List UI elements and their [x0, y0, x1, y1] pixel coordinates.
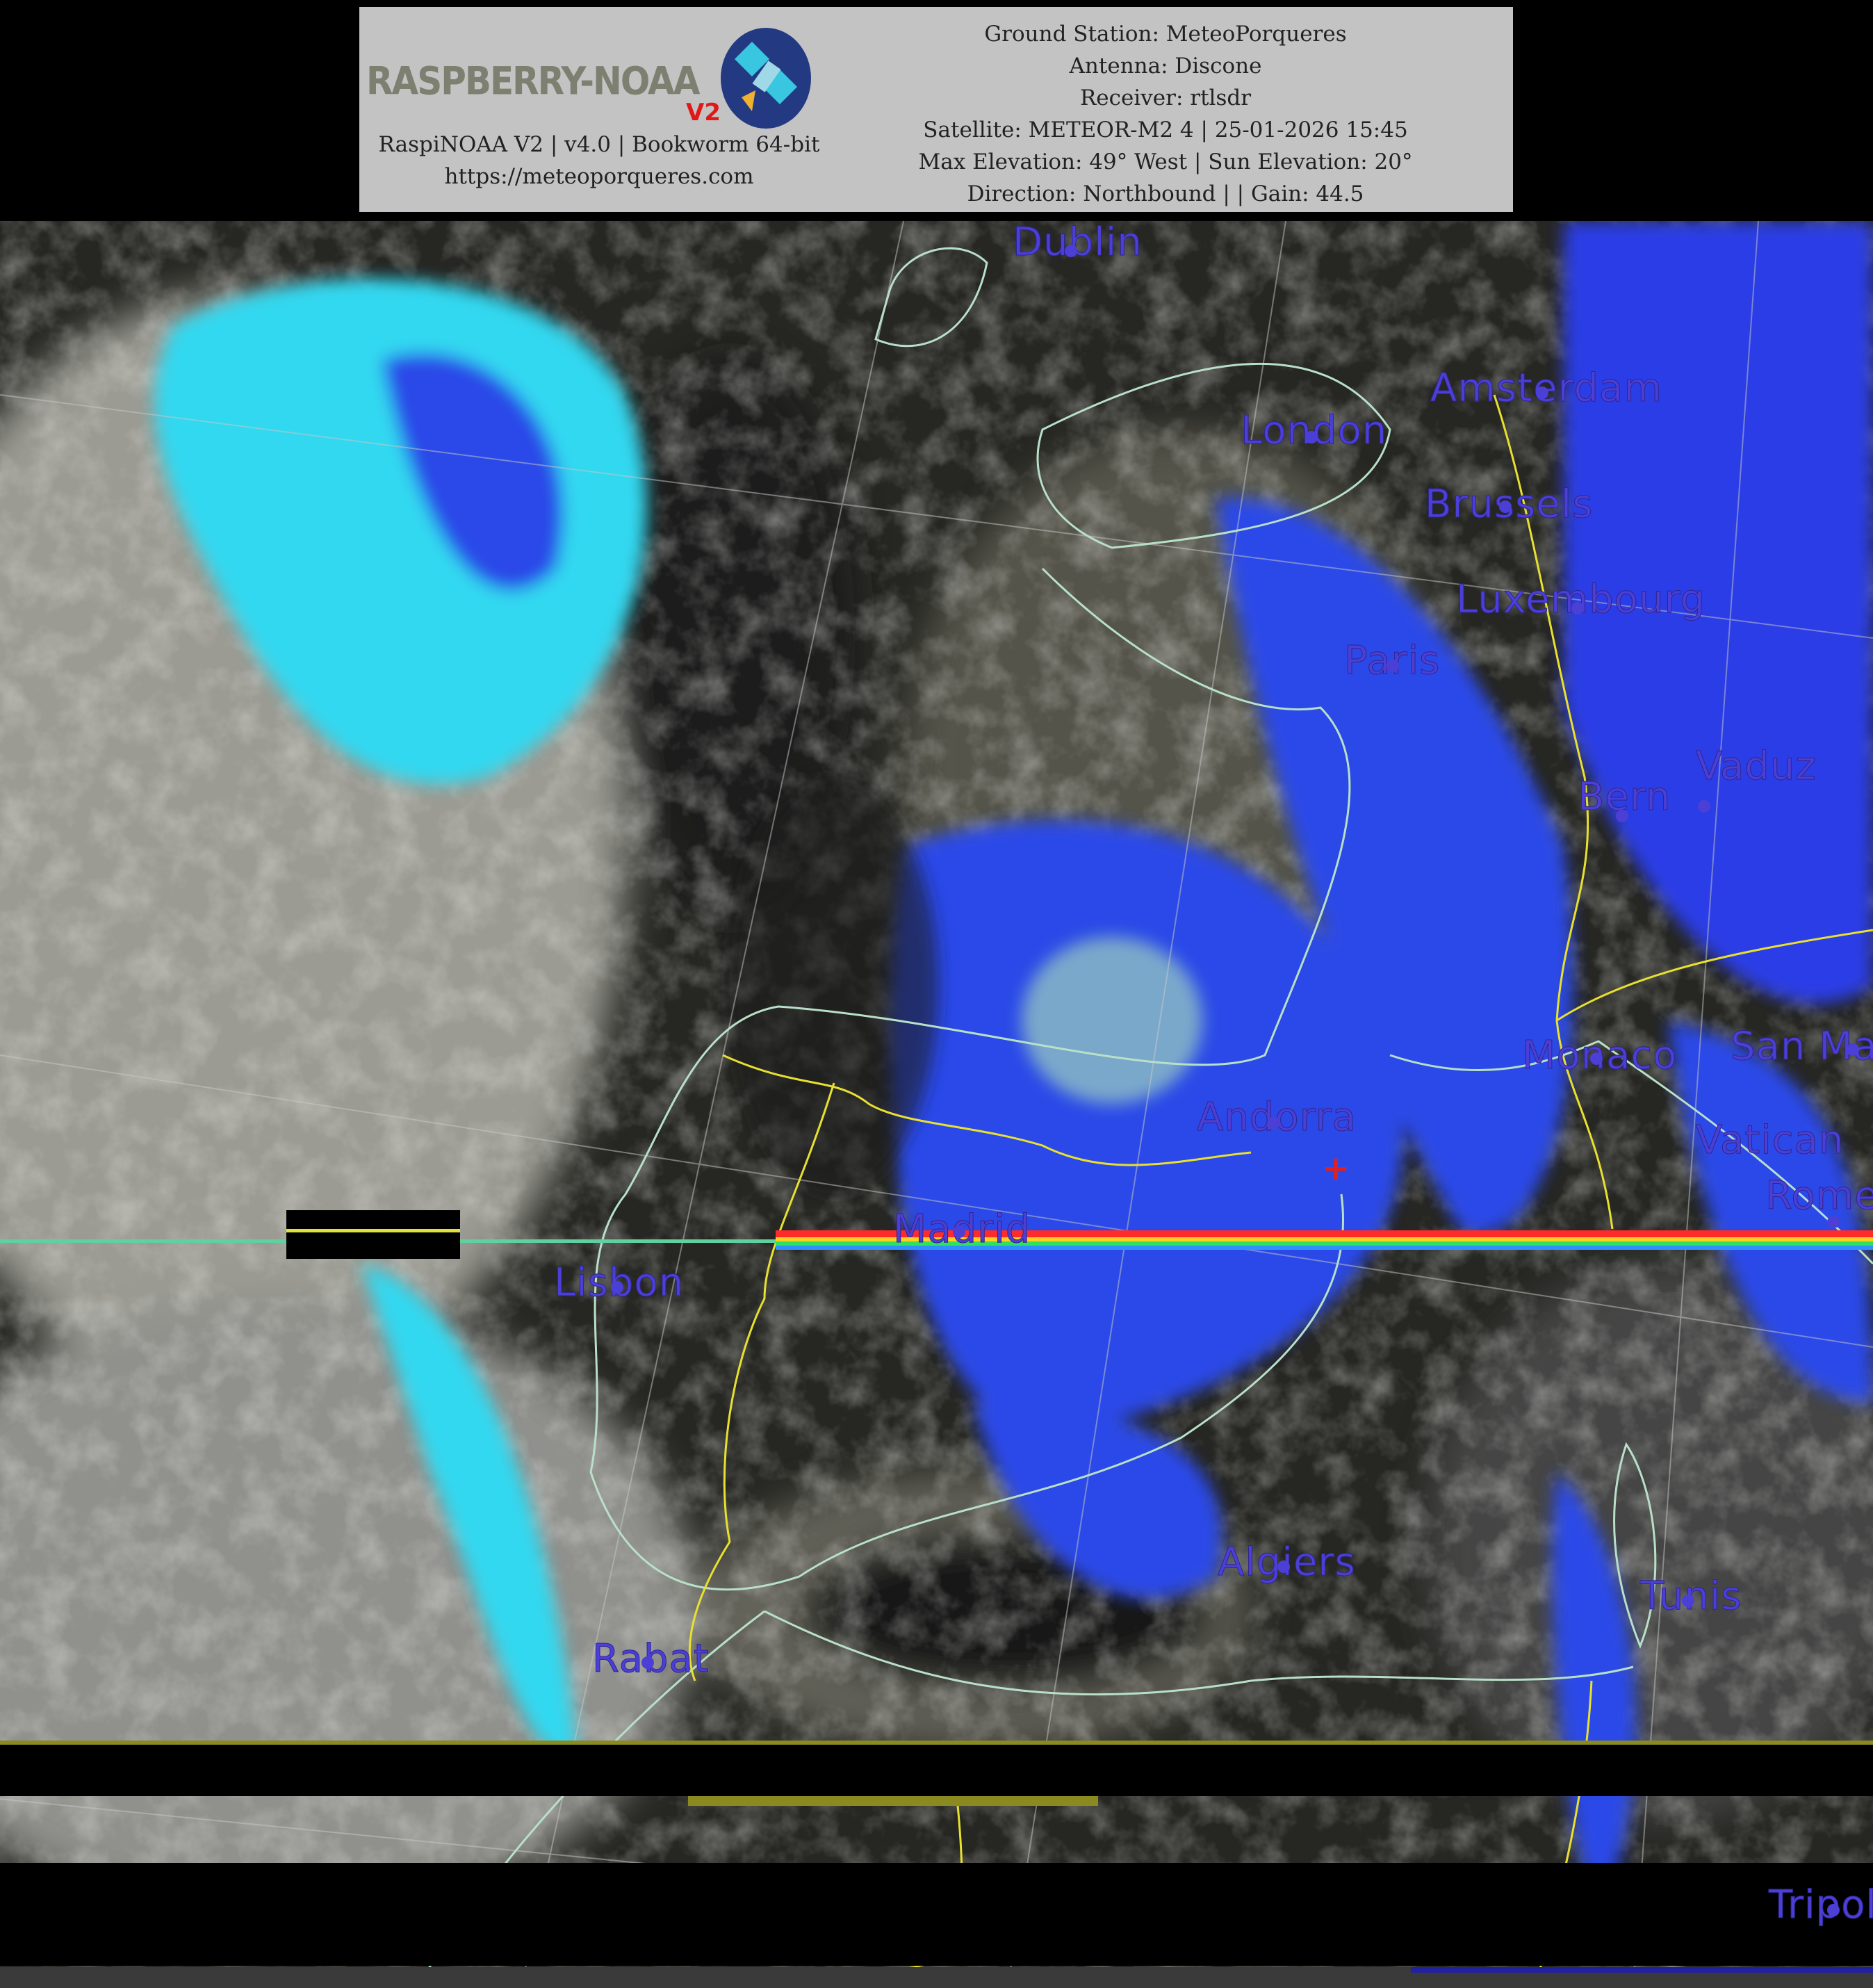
satellite-icon — [721, 28, 811, 129]
city-label: Rome — [1765, 1173, 1873, 1219]
receiver: Receiver: rtlsdr — [1079, 85, 1252, 111]
raspberry-noaa-logo: RASPBERRY-NOAA V2 — [366, 26, 811, 131]
city-dot-icon — [1571, 602, 1584, 614]
city-dot-icon — [1847, 1043, 1859, 1056]
city-dot-icon — [953, 1225, 965, 1238]
logo-badge: V2 — [686, 99, 721, 127]
city-dot-icon — [611, 1281, 623, 1294]
satellite: Satellite: METEOR-M2 4 | 25-01-2026 15:4… — [923, 117, 1408, 142]
city-dot-icon — [1305, 431, 1318, 443]
city-label: Vatican — [1695, 1118, 1845, 1164]
signal-noise-bands — [0, 1210, 1873, 1988]
version-line: RaspiNOAA V2 | v4.0 | Bookworm 64-bit — [378, 132, 820, 157]
direction-gain: Direction: Northbound | | Gain: 44.5 — [967, 181, 1364, 206]
info-header: RASPBERRY-NOAA V2 RaspiNOAA V2 | v4.0 | … — [359, 7, 1513, 212]
satellite-map: DublinAmsterdamLondonBrusselsLuxembourgP… — [0, 221, 1873, 1988]
city-label: London — [1240, 408, 1388, 454]
satellite-imagery — [0, 221, 1873, 1988]
city-label: Tripoli — [1768, 1882, 1873, 1928]
city-dot-icon — [1536, 386, 1548, 399]
station-cross-icon: + — [1322, 1149, 1350, 1188]
city-dot-icon — [1499, 500, 1512, 513]
antenna: Antenna: Discone — [1069, 54, 1262, 79]
city-dot-icon — [1616, 810, 1628, 822]
elevation: Max Elevation: 49° West | Sun Elevation:… — [918, 149, 1413, 174]
city-dot-icon — [1277, 1561, 1290, 1573]
city-label: Vaduz — [1696, 744, 1817, 790]
city-dot-icon — [641, 1656, 654, 1669]
city-dot-icon — [1387, 660, 1399, 672]
ground-station: Ground Station: MeteoPorqueres — [984, 22, 1347, 47]
logo-text: RASPBERRY-NOAA — [366, 59, 700, 104]
city-dot-icon — [1065, 245, 1077, 257]
city-dot-icon — [1590, 1052, 1603, 1065]
pass-info: Ground Station: MeteoPorqueres Antenna: … — [846, 18, 1485, 210]
city-label: Luxembourg — [1455, 577, 1706, 623]
city-dot-icon — [1682, 1595, 1694, 1607]
city-label: Dublin — [1013, 221, 1143, 266]
coastlines — [416, 247, 1873, 1987]
city-dot-icon — [1827, 1216, 1840, 1228]
city-dot-icon — [1698, 800, 1710, 813]
software-info: RaspiNOAA V2 | v4.0 | Bookworm 64-bit ht… — [359, 129, 839, 193]
city-dot-icon — [1267, 1117, 1279, 1130]
city-dot-icon — [1827, 1904, 1840, 1916]
city-label: Andorra — [1197, 1095, 1357, 1141]
website-link[interactable]: https://meteoporqueres.com — [444, 164, 754, 189]
